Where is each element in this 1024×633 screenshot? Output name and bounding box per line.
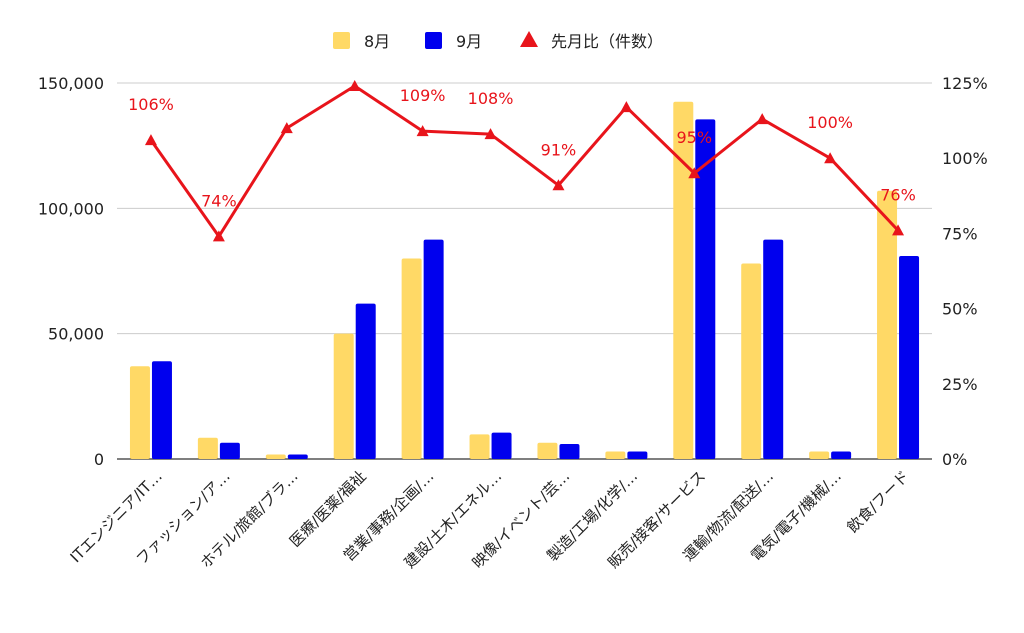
y-right-tick-label: 50% — [942, 300, 978, 319]
bar-series-0-0 — [129, 366, 150, 459]
bar-series-0-7 — [605, 451, 626, 459]
bar-series-0-11 — [877, 190, 898, 459]
bar-series-0-6 — [537, 442, 558, 459]
data-label: 91% — [541, 140, 577, 159]
bar-series-1-4 — [423, 239, 444, 459]
ratio-marker-3 — [348, 80, 361, 92]
category-labels: ITエンジニア/IT…ファッション/ア…ホテル/旅館/ブラ…医療/医薬/福祉営業… — [67, 467, 913, 572]
legend-swatch-2 — [520, 31, 538, 47]
legend-label: 先月比（件数） — [551, 32, 663, 51]
bar-series-1-10 — [831, 451, 852, 459]
y-left-tick-label: 0 — [94, 450, 104, 469]
ratio-marker-6 — [552, 179, 565, 191]
bar-series-1-6 — [559, 443, 580, 459]
legend-label: 8月 — [364, 32, 390, 51]
legend-swatch-0 — [333, 32, 350, 49]
bar-series-0-2 — [265, 454, 286, 459]
data-label: 95% — [677, 128, 713, 147]
y-right-tick-label: 0% — [942, 450, 967, 469]
ratio-marker-10 — [824, 152, 837, 164]
y-right-tick-label: 100% — [942, 149, 988, 168]
bar-series-0-4 — [401, 258, 422, 459]
ratio-line — [144, 80, 905, 242]
data-label: 76% — [880, 185, 916, 204]
legend-swatch-1 — [425, 32, 442, 49]
bar-series-1-9 — [763, 239, 784, 459]
bar-series-1-5 — [491, 432, 512, 459]
y-left-tick-label: 150,000 — [38, 74, 104, 93]
data-label: 106% — [128, 95, 174, 114]
ratio-marker-9 — [756, 113, 769, 125]
bar-series-1-0 — [151, 361, 172, 459]
y-right-tick-label: 25% — [942, 375, 978, 394]
bar-series-1-11 — [899, 255, 920, 459]
data-label: 74% — [201, 191, 237, 210]
y-right-tick-label: 125% — [942, 74, 988, 93]
ratio-marker-0 — [144, 134, 157, 146]
bar-series-0-10 — [809, 451, 830, 459]
ratio-marker-1 — [212, 230, 225, 242]
legend-label: 9月 — [456, 32, 482, 51]
legend: 8月 9月 先月比（件数） — [333, 31, 663, 51]
data-label: 108% — [468, 89, 514, 108]
data-label: 100% — [807, 113, 853, 132]
bar-series-1-2 — [287, 454, 308, 459]
data-labels: 106% 74% 109% 108% 91% 95% 100% 76% — [128, 86, 916, 210]
ratio-marker-11 — [892, 224, 905, 236]
y-left-tick-label: 50,000 — [48, 325, 104, 344]
ratio-marker-2 — [280, 122, 293, 134]
data-label: 109% — [400, 86, 446, 105]
y-left-tick-label: 100,000 — [38, 199, 104, 218]
ratio-line-path — [149, 84, 900, 238]
bar-series-0-9 — [741, 263, 762, 459]
axes: 0 50,000 100,000 150,000 0% 25% 50% 75% 100% 125% — [38, 74, 988, 469]
bar-series-1-3 — [355, 303, 376, 459]
ratio-marker-5 — [484, 128, 497, 140]
bar-series-0-5 — [469, 434, 490, 459]
category-label: 飲食/フード — [844, 467, 913, 536]
ratio-marker-4 — [416, 125, 429, 137]
y-right-tick-label: 75% — [942, 224, 978, 243]
bar-series-1-7 — [627, 451, 648, 459]
bar-series-0-3 — [333, 333, 354, 459]
ratio-marker-7 — [620, 101, 633, 113]
gridlines — [117, 82, 932, 460]
ratio-marker-8 — [688, 167, 701, 179]
bar-series-1-1 — [219, 442, 240, 459]
bar-series-0-8 — [673, 101, 694, 460]
bars — [129, 101, 920, 460]
bar-series-1-8 — [695, 119, 716, 459]
bar-series-0-1 — [197, 437, 218, 459]
